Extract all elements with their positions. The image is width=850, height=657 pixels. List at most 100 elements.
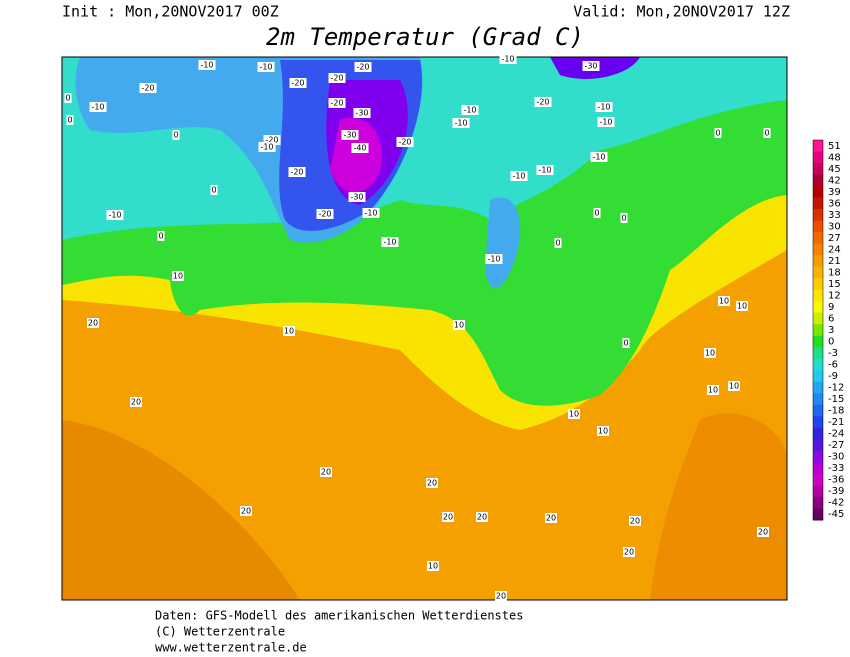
contour-label: 0: [173, 131, 178, 140]
contour-label: -10: [463, 106, 476, 115]
colorbar-label: 36: [828, 198, 841, 209]
contour-label-box: [66, 115, 74, 125]
contour-label-box: [622, 338, 630, 348]
contour-label: 10: [454, 321, 464, 330]
colorbar-frame: [812, 139, 824, 521]
contour-label: 0: [555, 239, 560, 248]
contour-label: 20: [496, 592, 506, 601]
contour-label-box: [89, 102, 107, 112]
colorbar-label: 0: [828, 337, 834, 348]
contour-label: -10: [538, 166, 551, 175]
contour-label: -10: [91, 103, 104, 112]
contour-label: 20: [241, 507, 251, 516]
colorbar-swatch: [813, 289, 823, 302]
contour-label-box: [452, 118, 470, 128]
contour-label-box: [510, 171, 528, 181]
colorbar-label: 6: [828, 313, 834, 324]
colorbar-swatch: [813, 404, 823, 417]
contour-label-box: [341, 130, 359, 140]
contour-label: -30: [350, 193, 363, 202]
contour-label-box: [351, 143, 369, 153]
contour-label: -10: [260, 143, 273, 152]
contour-label: 20: [88, 319, 98, 328]
contour-label: 20: [443, 513, 453, 522]
contour-label-box: [495, 591, 507, 601]
valid-time: Valid: Mon,20NOV2017 12Z: [573, 3, 790, 21]
colorbar-swatch: [813, 462, 823, 475]
contour-label: 0: [715, 129, 720, 138]
contour-label: 10: [729, 382, 739, 391]
contour-label-box: [590, 152, 608, 162]
colorbar-swatch: [813, 508, 823, 521]
colorbar-swatch: [813, 335, 823, 348]
footer-url: www.wetterzentrale.de: [155, 641, 307, 655]
contour-label: 20: [427, 479, 437, 488]
colorbar-swatch: [813, 209, 823, 222]
colorbar-swatch: [813, 358, 823, 371]
contour-label-box: [198, 60, 216, 70]
contour-label: 0: [594, 209, 599, 218]
contour-label: -10: [454, 119, 467, 128]
contour-label: -30: [355, 109, 368, 118]
contour-label-box: [354, 62, 372, 72]
contour-label-box: [130, 397, 142, 407]
colorbar-label: -18: [828, 406, 844, 417]
colorbar-swatch: [813, 243, 823, 256]
colorbar-swatch: [813, 186, 823, 199]
colorbar-label: 27: [828, 233, 841, 244]
colorbar-label: -9: [828, 371, 838, 382]
contour-label-box: [707, 385, 719, 395]
colorbar-swatch: [813, 473, 823, 486]
contour-label: -10: [487, 255, 500, 264]
contour-label-box: [87, 318, 99, 328]
colorbar-label: -27: [828, 440, 844, 451]
contour-label: -20: [356, 63, 369, 72]
colorbar-label: -21: [828, 417, 844, 428]
colorbar-label: -42: [828, 498, 844, 509]
contour-label-box: [485, 254, 503, 264]
contour-label-box: [381, 237, 399, 247]
contour-label-box: [714, 128, 722, 138]
colorbar-label: 48: [828, 152, 841, 163]
colorbar-label: -36: [828, 475, 844, 486]
contour-label: -40: [353, 144, 366, 153]
contour-label: 0: [621, 214, 626, 223]
colorbar-swatch: [813, 439, 823, 452]
colorbar-swatch: [813, 163, 823, 176]
colorbar-swatch: [813, 266, 823, 279]
contour-label: 10: [705, 349, 715, 358]
contour-label-box: [536, 165, 554, 175]
contour-label: 0: [65, 94, 70, 103]
contour-label: -20: [318, 210, 331, 219]
contour-label-box: [426, 478, 438, 488]
contour-label-box: [442, 512, 454, 522]
contour-label-box: [763, 128, 771, 138]
colorbar-swatch: [813, 197, 823, 210]
contour-label: -10: [364, 209, 377, 218]
contour-label-box: [597, 117, 615, 127]
contour-label-box: [461, 105, 479, 115]
footer-source: Daten: GFS-Modell des amerikanischen Wet…: [155, 609, 523, 623]
contour-label: -10: [512, 172, 525, 181]
contour-label-box: [263, 135, 281, 145]
colorbar-swatch: [813, 255, 823, 268]
colorbar-swatch: [813, 416, 823, 429]
contour-label: -10: [597, 103, 610, 112]
colorbar-swatch: [813, 301, 823, 314]
contour-label: 20: [630, 517, 640, 526]
contour-label: -10: [108, 211, 121, 220]
colorbar-swatch: [813, 427, 823, 440]
colorbar-swatch: [813, 174, 823, 187]
colorbar-label: -3: [828, 348, 838, 359]
contour-label: -10: [501, 55, 514, 64]
colorbar-swatch: [813, 450, 823, 463]
contour-label-box: [568, 409, 580, 419]
contour-label-box: [328, 98, 346, 108]
colorbar-label: 42: [828, 175, 841, 186]
contour-label-box: [718, 296, 730, 306]
contour-label-box: [258, 142, 276, 152]
contour-label: -30: [343, 131, 356, 140]
contour-label-box: [597, 426, 609, 436]
